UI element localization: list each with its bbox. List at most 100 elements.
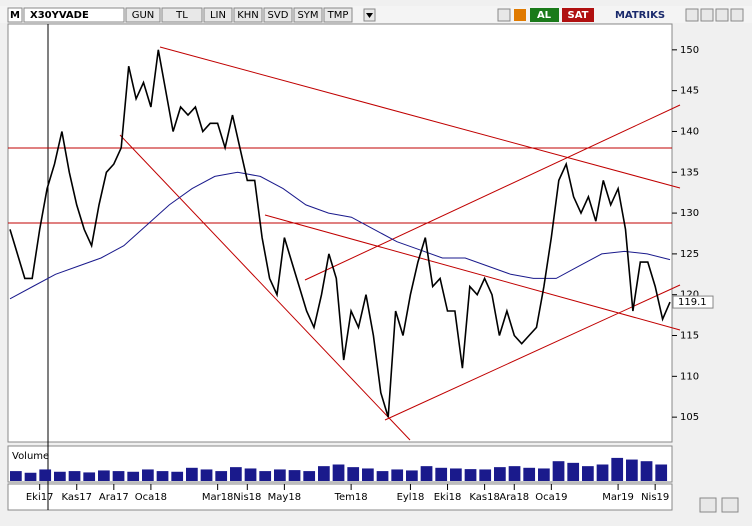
trend-lines (8, 46, 681, 441)
volume-bar (655, 464, 668, 481)
volume-bar (54, 471, 66, 481)
volume-bar (10, 471, 22, 481)
y-tick-label: 110 (680, 371, 699, 382)
trend-line (384, 284, 681, 421)
symbol: X30YVADE (30, 10, 89, 21)
volume-bar (582, 466, 594, 481)
volume-bar (376, 471, 389, 481)
volume-bar (98, 470, 110, 481)
volume-bar (435, 467, 448, 481)
volume-bar (479, 469, 492, 481)
x-tick-label: Nis19 (641, 492, 669, 503)
volume-bar (39, 469, 52, 481)
y-tick-label: 130 (680, 208, 699, 219)
volume-bar (142, 469, 154, 481)
sell-label: SAT (568, 10, 589, 21)
x-tick-label: Ara18 (499, 492, 529, 503)
restore[interactable] (700, 8, 714, 22)
toolbar-button[interactable] (293, 7, 323, 23)
toolbar-button-label: TL (175, 10, 188, 21)
y-tick-label: 140 (680, 126, 699, 137)
sell-button[interactable] (562, 8, 594, 22)
toolbar-button[interactable] (233, 7, 263, 23)
maximize[interactable] (715, 8, 729, 22)
time-axis (7, 483, 673, 511)
brand: MATRIKS (615, 10, 665, 21)
x-tick-label: Ara17 (99, 492, 129, 503)
y-tick-label: 145 (680, 86, 699, 97)
volume-bar (112, 471, 125, 481)
volume-bar (215, 471, 228, 481)
y-tick-label: 150 (680, 45, 699, 56)
close[interactable] (730, 8, 744, 22)
toolbar-button[interactable] (263, 7, 293, 23)
volume-bar (523, 467, 536, 481)
volume-bar (464, 469, 477, 481)
volume-bar (420, 466, 433, 481)
volume-bar (244, 468, 257, 481)
volume-title: Volume (12, 451, 49, 462)
volume-bar (171, 471, 184, 481)
x-tick-label: Eki18 (434, 492, 462, 503)
toolbar-button[interactable] (161, 7, 203, 23)
y-tick-label: 125 (680, 249, 699, 260)
volume-bar (332, 464, 345, 481)
volume-bar (318, 466, 330, 481)
logo-box[interactable] (7, 7, 23, 23)
trend-line (304, 104, 681, 281)
volume-bar (127, 471, 140, 481)
volume-bar (538, 468, 550, 481)
toolbar-button-label: SVD (268, 10, 289, 21)
trend-line (264, 214, 681, 331)
x-tick-label: Nis18 (233, 492, 261, 503)
volume-bar (508, 466, 521, 481)
volume-bar (186, 467, 198, 481)
volume-bar (552, 461, 565, 481)
x-tick-label: Eyl18 (397, 492, 425, 503)
series-line (9, 171, 671, 300)
volume-bar (303, 471, 316, 481)
volume-bar (274, 469, 286, 481)
refresh[interactable] (514, 9, 526, 21)
x-tick-label: May18 (268, 492, 301, 503)
volume-bar (626, 459, 638, 481)
search[interactable] (497, 8, 511, 22)
volume-bar (156, 471, 169, 481)
minimize[interactable] (685, 8, 699, 22)
x-tick-label: Kas18 (469, 492, 499, 503)
volume-bar (83, 472, 96, 481)
volume-bar (406, 470, 418, 481)
toolbar-button[interactable] (125, 7, 161, 23)
volume-bar (68, 471, 81, 481)
volume-bar (24, 472, 37, 481)
volume-bar (596, 464, 609, 481)
volume-bar (288, 470, 301, 481)
symbol-box[interactable] (23, 7, 125, 23)
volume-bar (391, 469, 404, 481)
tool-button[interactable] (721, 497, 739, 513)
toolbar-button[interactable] (203, 7, 233, 23)
trend-line (159, 46, 681, 189)
y-tick-label: 135 (680, 167, 699, 178)
x-tick-label: Mar18 (202, 492, 234, 503)
y-tick-label: 115 (680, 331, 699, 342)
toolbar-button-label: SYM (297, 10, 318, 21)
x-tick-label: Kas17 (62, 492, 92, 503)
tool-button[interactable] (699, 497, 717, 513)
last-price-label: 119.1 (678, 297, 707, 308)
toolbar-button-label: GUN (132, 10, 155, 21)
volume-bar (640, 461, 653, 481)
toolbar-button[interactable] (323, 7, 353, 23)
x-tick-label: Oca19 (535, 492, 567, 503)
x-tick-label: Mar19 (602, 492, 634, 503)
price-panel (7, 23, 673, 443)
volume-bar (611, 457, 624, 481)
x-tick-label: Tem18 (334, 492, 368, 503)
series-line (9, 49, 671, 418)
volume-bar (567, 462, 580, 481)
buy-button[interactable] (530, 8, 559, 22)
x-tick-label: Oca18 (135, 492, 167, 503)
toolbar-button-label: TMP (327, 10, 349, 21)
volume-bar (362, 468, 374, 481)
